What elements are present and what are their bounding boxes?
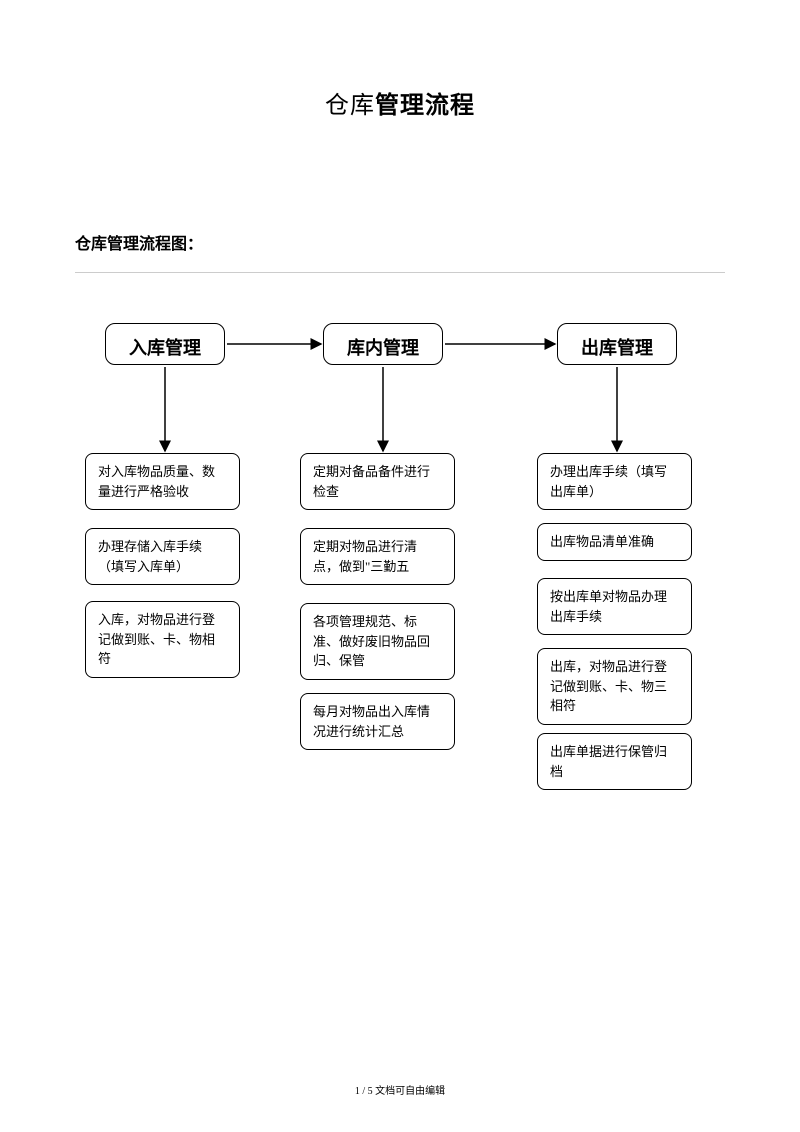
- flowchart-step-1-0: 定期对备品备件进行检查: [300, 453, 455, 510]
- flowchart-step-2-0: 办理出库手续（填写出库单）: [537, 453, 692, 510]
- document-page: 仓库管理流程 仓库管理流程图： 入库管理 库内管理 出库管理对入库物品质量、数量进行…: [0, 0, 800, 1132]
- flowchart-step-0-1: 办理存储入库手续（填写入库单）: [85, 528, 240, 585]
- flowchart-step-1-3: 每月对物品出入库情况进行统计汇总: [300, 693, 455, 750]
- flowchart-header-1: 库内管理: [323, 323, 443, 365]
- title-part2: 管理流程: [375, 92, 475, 119]
- flowchart-header-2: 出库管理: [557, 323, 677, 365]
- flowchart-container: 入库管理 库内管理 出库管理对入库物品质量、数量进行严格验收办理存储入库手续（填写入…: [75, 323, 725, 943]
- page-title: 仓库管理流程: [75, 85, 725, 120]
- flowchart-step-0-0: 对入库物品质量、数量进行严格验收: [85, 453, 240, 510]
- flowchart-header-0: 入库管理: [105, 323, 225, 365]
- title-part1: 仓库: [325, 93, 375, 119]
- flowchart-step-2-1: 出库物品清单准确: [537, 523, 692, 561]
- flowchart-step-2-3: 出库，对物品进行登记做到账、卡、物三相符: [537, 648, 692, 725]
- flowchart-step-1-2: 各项管理规范、标准、做好废旧物品回归、保管: [300, 603, 455, 680]
- section-title: 仓库管理流程图：: [75, 230, 725, 254]
- flowchart-step-0-2: 入库，对物品进行登记做到账、卡、物相符: [85, 601, 240, 678]
- flowchart-step-1-1: 定期对物品进行清点，做到"三勤五: [300, 528, 455, 585]
- section-divider: [75, 272, 725, 273]
- flowchart-step-2-4: 出库单据进行保管归档: [537, 733, 692, 790]
- page-footer: 1 / 5 文档可自由编辑: [0, 1082, 800, 1097]
- flowchart-step-2-2: 按出库单对物品办理出库手续: [537, 578, 692, 635]
